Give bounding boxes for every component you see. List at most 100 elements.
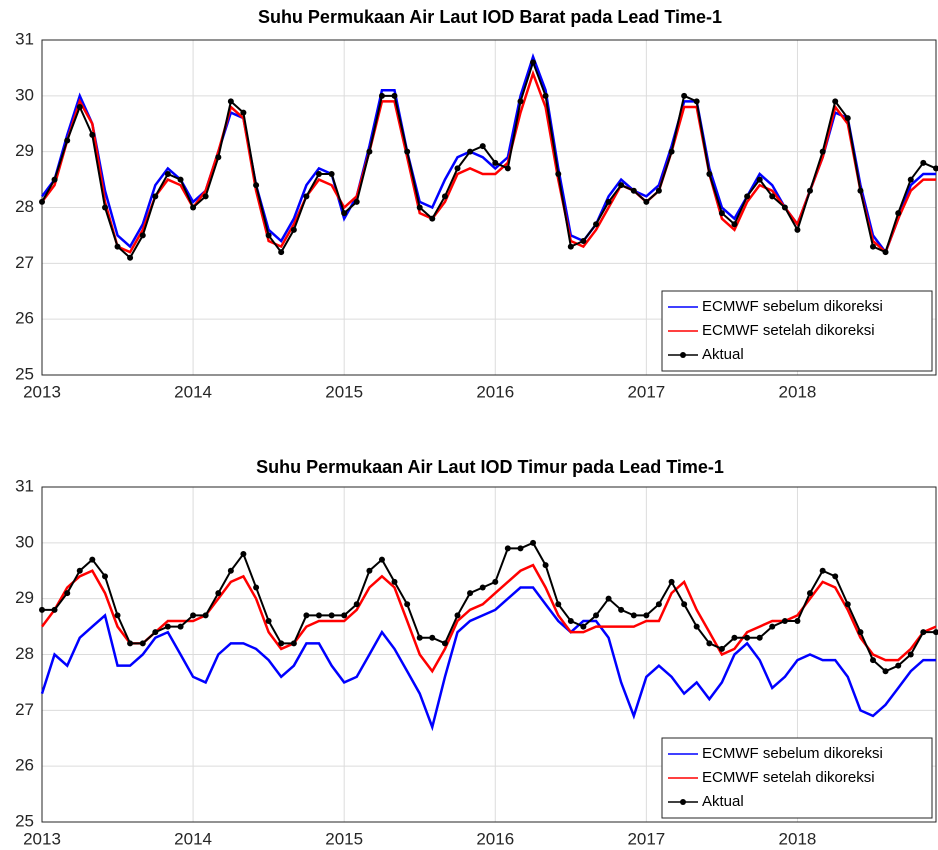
series-marker: [542, 562, 549, 569]
series-marker: [920, 629, 927, 636]
series-marker: [227, 98, 234, 105]
series-marker: [681, 92, 688, 99]
series-marker: [857, 187, 864, 194]
series-marker: [253, 584, 260, 591]
series-marker: [127, 640, 134, 647]
series-marker: [655, 187, 662, 194]
legend-box: [661, 290, 933, 372]
y-tick-label: 31: [15, 29, 34, 48]
series-marker: [215, 590, 222, 597]
series-marker: [416, 634, 423, 641]
series-marker: [504, 545, 511, 552]
series-marker: [467, 590, 474, 597]
series-marker: [643, 612, 650, 619]
series-marker: [39, 606, 45, 613]
series-marker: [366, 148, 373, 155]
y-tick-label: 26: [15, 756, 34, 775]
y-tick-label: 31: [15, 476, 34, 495]
series-marker: [794, 226, 801, 233]
series-marker: [504, 165, 511, 172]
series-marker: [454, 165, 461, 172]
chart-title: Suhu Permukaan Air Laut IOD Barat pada L…: [258, 7, 722, 27]
series-marker: [441, 193, 448, 200]
series-marker: [819, 148, 826, 155]
x-tick-label: 2014: [174, 382, 212, 401]
x-tick-label: 2014: [174, 829, 212, 848]
series-marker: [290, 226, 297, 233]
series-marker: [341, 210, 348, 217]
series-marker: [933, 165, 938, 172]
series-marker: [265, 618, 272, 624]
legend-label: ECMWF sebelum dikoreksi: [702, 298, 883, 315]
series-marker: [290, 640, 297, 647]
series-marker: [706, 640, 713, 647]
x-tick-label: 2016: [476, 382, 514, 401]
series-marker: [517, 545, 524, 552]
chart-title: Suhu Permukaan Air Laut IOD Timur pada L…: [256, 457, 724, 477]
y-tick-label: 25: [15, 364, 34, 383]
series-marker: [102, 573, 109, 580]
series-marker: [643, 198, 650, 205]
series-marker: [492, 578, 499, 585]
series-marker: [517, 98, 524, 105]
series-marker: [555, 171, 562, 177]
series-marker: [164, 623, 171, 630]
series-marker: [819, 567, 826, 574]
series-marker: [240, 109, 247, 116]
series-marker: [920, 159, 927, 166]
y-tick-label: 25: [15, 811, 34, 830]
series-marker: [404, 148, 411, 155]
series-marker: [328, 612, 335, 619]
series-marker: [89, 131, 96, 138]
series-marker: [718, 210, 725, 217]
series-marker: [907, 651, 914, 658]
series-marker: [152, 193, 159, 200]
series-marker: [391, 578, 398, 585]
series-marker: [593, 612, 600, 619]
y-tick-label: 30: [15, 532, 34, 551]
series-marker: [202, 193, 209, 200]
series-marker: [278, 640, 285, 647]
series-marker: [718, 645, 725, 652]
series-marker: [404, 601, 411, 608]
series-marker: [706, 171, 713, 177]
axes-box: [41, 39, 937, 376]
y-tick-label: 27: [15, 253, 34, 272]
series-marker: [89, 556, 96, 563]
series-marker: [177, 176, 184, 183]
y-tick-label: 29: [15, 588, 34, 607]
series-marker: [76, 567, 83, 574]
series-marker: [378, 556, 385, 563]
series-marker: [164, 171, 171, 177]
x-tick-label: 2017: [627, 382, 665, 401]
y-tick-label: 30: [15, 85, 34, 104]
series-marker: [227, 567, 234, 574]
series-marker: [542, 92, 549, 99]
series-marker: [794, 618, 801, 624]
series-marker: [744, 634, 751, 641]
series-marker: [139, 232, 146, 239]
series-marker: [315, 171, 322, 177]
series-marker: [756, 634, 763, 641]
x-tick-label: 2015: [325, 382, 363, 401]
series-marker: [844, 601, 851, 608]
series-marker: [731, 634, 738, 641]
series-marker: [618, 606, 625, 613]
axes-box: [41, 486, 937, 823]
series-marker: [555, 601, 562, 608]
series-line: [40, 586, 936, 732]
series-marker: [668, 578, 675, 585]
series-marker: [378, 92, 385, 99]
series-marker: [869, 243, 876, 250]
series-marker: [253, 182, 260, 189]
series-marker: [605, 198, 612, 205]
series-marker: [605, 595, 612, 602]
series-marker: [114, 243, 121, 250]
series-marker: [832, 98, 839, 105]
series-marker: [869, 657, 876, 664]
series-marker: [693, 98, 700, 105]
series-marker: [454, 612, 461, 619]
series-marker: [907, 176, 914, 183]
series-marker: [479, 584, 486, 591]
series-marker: [668, 148, 675, 155]
